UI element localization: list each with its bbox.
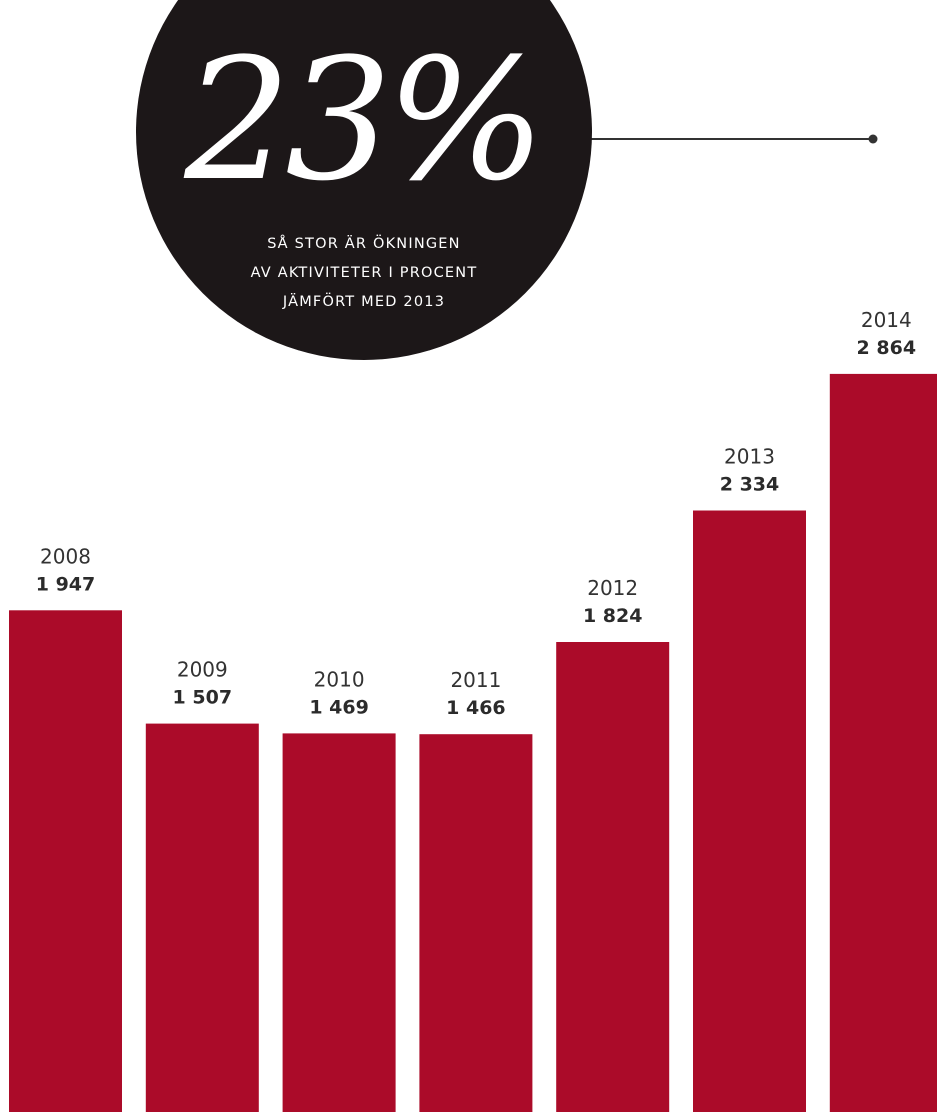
callout-circle	[136, 0, 592, 360]
value-label-2008: 1 947	[36, 573, 96, 595]
bar-2012	[556, 642, 670, 1112]
bar-2010	[282, 733, 396, 1112]
year-label-2010: 2010	[314, 667, 365, 691]
year-label-2013: 2013	[724, 445, 775, 469]
bar-2014	[829, 373, 937, 1112]
value-label-2013: 2 334	[720, 474, 780, 496]
bar-2009	[145, 723, 259, 1112]
callout-percent: 23%	[183, 22, 539, 218]
value-label-2012: 1 824	[583, 605, 643, 627]
value-label-2010: 1 469	[309, 696, 369, 718]
year-label-2011: 2011	[450, 668, 501, 692]
bar-2013	[693, 510, 806, 1112]
year-label-2014: 2014	[861, 308, 912, 332]
year-label-2012: 2012	[587, 576, 638, 600]
labels-group: 2008 1 947 2009 1 507 2010 1 469 2011 1 466 2012…	[36, 308, 916, 719]
callout: 23% SÅ STOR ÄR ÖKNINGEN AV AKTIVITETER I…	[136, 0, 878, 360]
year-label-2008: 2008	[40, 544, 91, 568]
value-label-2009: 1 507	[173, 687, 233, 709]
year-label-2009: 2009	[177, 658, 228, 682]
bar-2008	[9, 610, 122, 1112]
value-label-2014: 2 864	[857, 337, 917, 359]
bar-2011	[419, 734, 533, 1112]
callout-line-3: JÄMFÖRT MED 2013	[282, 292, 445, 310]
callout-connector-dot	[868, 134, 878, 144]
callout-line-2: AV AKTIVITETER I PROCENT	[251, 265, 478, 281]
value-label-2011: 1 466	[446, 697, 506, 719]
callout-line-1: SÅ STOR ÄR ÖKNINGEN	[267, 234, 460, 252]
bars-group	[9, 373, 937, 1112]
